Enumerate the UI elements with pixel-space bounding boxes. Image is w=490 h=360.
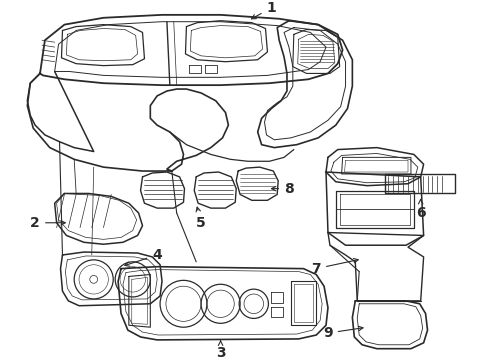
Text: 5: 5 <box>196 207 206 230</box>
Text: 9: 9 <box>323 326 363 340</box>
Text: 6: 6 <box>416 199 425 220</box>
Text: 3: 3 <box>216 340 225 360</box>
Text: 8: 8 <box>271 181 294 195</box>
Text: 2: 2 <box>30 216 65 230</box>
Text: 7: 7 <box>312 258 358 276</box>
Text: 1: 1 <box>251 1 276 19</box>
Text: 4: 4 <box>125 248 162 266</box>
